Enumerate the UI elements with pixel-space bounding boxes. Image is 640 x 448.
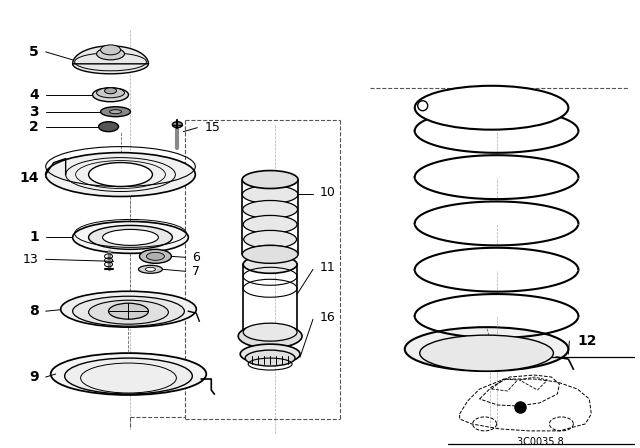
Ellipse shape bbox=[415, 86, 568, 129]
Text: 9: 9 bbox=[29, 370, 39, 384]
Ellipse shape bbox=[102, 229, 159, 246]
Ellipse shape bbox=[172, 122, 182, 128]
Ellipse shape bbox=[61, 291, 196, 327]
Ellipse shape bbox=[147, 252, 164, 260]
Text: 3: 3 bbox=[29, 105, 39, 119]
Text: 8: 8 bbox=[29, 304, 39, 318]
Ellipse shape bbox=[72, 296, 184, 326]
Text: 14: 14 bbox=[19, 171, 39, 185]
Ellipse shape bbox=[420, 335, 554, 371]
Text: 15: 15 bbox=[204, 121, 220, 134]
Ellipse shape bbox=[65, 358, 193, 394]
Ellipse shape bbox=[72, 221, 188, 254]
Ellipse shape bbox=[88, 225, 172, 250]
Text: 6: 6 bbox=[193, 251, 200, 264]
Text: 7: 7 bbox=[193, 265, 200, 278]
Ellipse shape bbox=[45, 153, 195, 197]
Ellipse shape bbox=[240, 344, 300, 364]
Text: 1: 1 bbox=[29, 230, 39, 245]
Text: 16: 16 bbox=[320, 310, 336, 324]
Ellipse shape bbox=[104, 88, 116, 94]
Ellipse shape bbox=[138, 265, 163, 273]
Ellipse shape bbox=[88, 163, 152, 186]
Ellipse shape bbox=[243, 201, 298, 219]
Ellipse shape bbox=[109, 303, 148, 319]
Text: 10: 10 bbox=[320, 186, 336, 199]
Text: 5: 5 bbox=[29, 45, 39, 59]
Text: 12: 12 bbox=[577, 334, 597, 348]
Ellipse shape bbox=[243, 255, 297, 273]
Ellipse shape bbox=[100, 107, 131, 116]
Ellipse shape bbox=[97, 48, 125, 60]
Ellipse shape bbox=[243, 323, 297, 341]
Ellipse shape bbox=[242, 185, 298, 203]
Ellipse shape bbox=[97, 88, 125, 98]
Ellipse shape bbox=[109, 110, 122, 114]
Ellipse shape bbox=[242, 246, 298, 263]
Ellipse shape bbox=[145, 267, 156, 271]
Ellipse shape bbox=[72, 54, 148, 74]
Ellipse shape bbox=[140, 250, 172, 263]
Ellipse shape bbox=[51, 353, 206, 395]
Ellipse shape bbox=[243, 215, 297, 233]
Ellipse shape bbox=[100, 45, 120, 55]
Ellipse shape bbox=[245, 350, 295, 366]
Ellipse shape bbox=[99, 122, 118, 132]
Text: 13: 13 bbox=[23, 253, 39, 266]
Ellipse shape bbox=[404, 327, 568, 371]
Text: 4: 4 bbox=[29, 88, 39, 102]
Ellipse shape bbox=[238, 324, 302, 348]
Ellipse shape bbox=[242, 171, 298, 189]
Ellipse shape bbox=[88, 300, 168, 324]
Ellipse shape bbox=[244, 230, 296, 248]
Ellipse shape bbox=[244, 246, 296, 263]
Ellipse shape bbox=[418, 101, 428, 111]
Text: 3C0035 8: 3C0035 8 bbox=[517, 437, 564, 447]
Text: 11: 11 bbox=[320, 261, 336, 274]
Ellipse shape bbox=[93, 88, 129, 102]
Polygon shape bbox=[72, 46, 148, 64]
Text: 2: 2 bbox=[29, 120, 39, 134]
